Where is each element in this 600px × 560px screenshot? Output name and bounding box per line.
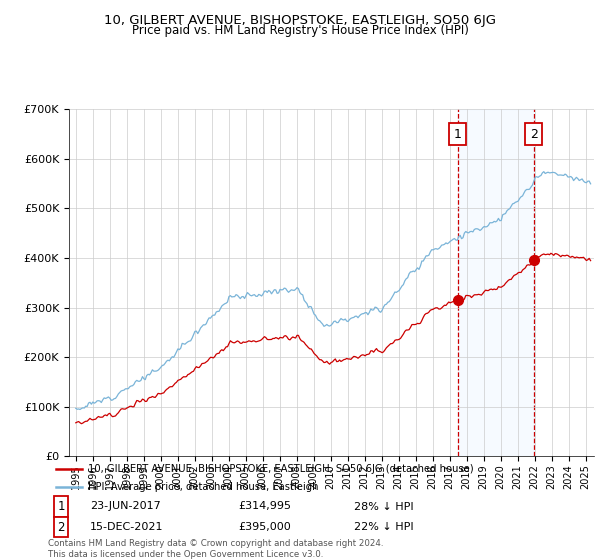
Text: Price paid vs. HM Land Registry's House Price Index (HPI): Price paid vs. HM Land Registry's House …	[131, 24, 469, 36]
Text: 2: 2	[58, 521, 65, 534]
Text: £314,995: £314,995	[238, 502, 291, 511]
Text: Contains HM Land Registry data © Crown copyright and database right 2024.
This d: Contains HM Land Registry data © Crown c…	[48, 539, 383, 559]
Text: 15-DEC-2021: 15-DEC-2021	[90, 522, 164, 532]
Text: 1: 1	[454, 128, 461, 141]
Text: 28% ↓ HPI: 28% ↓ HPI	[354, 502, 414, 511]
Text: 23-JUN-2017: 23-JUN-2017	[90, 502, 161, 511]
Text: 22% ↓ HPI: 22% ↓ HPI	[354, 522, 414, 532]
Text: HPI: Average price, detached house, Eastleigh: HPI: Average price, detached house, East…	[88, 482, 318, 492]
Text: £395,000: £395,000	[238, 522, 291, 532]
Text: 1: 1	[58, 500, 65, 513]
Text: 10, GILBERT AVENUE, BISHOPSTOKE, EASTLEIGH, SO50 6JG (detached house): 10, GILBERT AVENUE, BISHOPSTOKE, EASTLEI…	[88, 464, 473, 474]
Bar	[458, 109, 533, 456]
Text: 10, GILBERT AVENUE, BISHOPSTOKE, EASTLEIGH, SO50 6JG: 10, GILBERT AVENUE, BISHOPSTOKE, EASTLEI…	[104, 14, 496, 27]
Text: 2: 2	[530, 128, 538, 141]
